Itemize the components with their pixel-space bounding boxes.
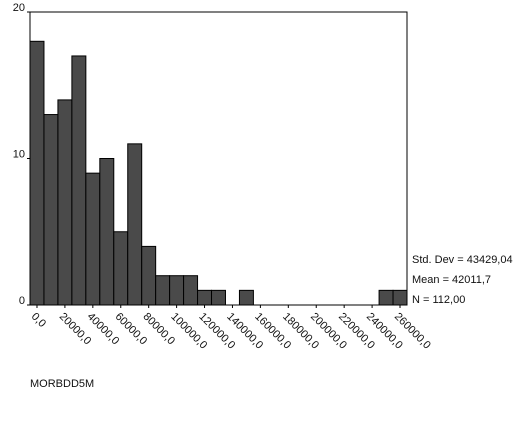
bar [378, 289, 394, 306]
bar [197, 289, 213, 306]
bar [169, 275, 185, 306]
bar [113, 231, 129, 306]
bar [392, 289, 408, 306]
bar [155, 275, 171, 306]
stat-label: N = 112,00 [412, 294, 465, 306]
x-axis-label: MORBDD5M [30, 378, 94, 390]
bar [57, 99, 73, 306]
bar [127, 143, 143, 306]
bar [211, 289, 226, 306]
bar [85, 172, 101, 306]
bar [183, 275, 199, 306]
y-tick-label: 20 [13, 2, 25, 14]
bar [99, 158, 115, 306]
bar [141, 245, 157, 306]
x-tick-label: 0,0 [29, 311, 48, 330]
bar [238, 289, 254, 306]
y-tick-label: 10 [13, 148, 25, 160]
stat-label: Std. Dev = 43429,04 [412, 254, 513, 266]
bar [29, 40, 45, 306]
bar [43, 114, 59, 306]
y-tick-label: 0 [19, 295, 25, 307]
stat-label: Mean = 42011,7 [412, 274, 491, 286]
bar [71, 55, 87, 306]
